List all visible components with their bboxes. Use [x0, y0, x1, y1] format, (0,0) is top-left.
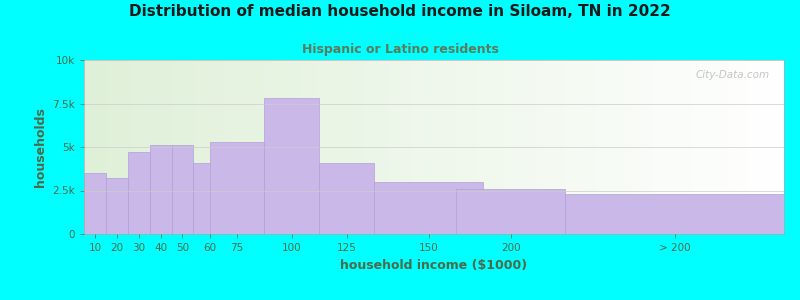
Text: City-Data.com: City-Data.com — [696, 70, 770, 80]
X-axis label: household income ($1000): household income ($1000) — [341, 259, 527, 272]
Bar — [319, 163, 374, 234]
Bar — [84, 173, 106, 234]
Bar — [128, 152, 150, 234]
Text: Hispanic or Latino residents: Hispanic or Latino residents — [302, 44, 498, 56]
Bar — [566, 194, 784, 234]
Bar — [456, 189, 566, 234]
Y-axis label: households: households — [34, 107, 46, 187]
Bar — [150, 145, 171, 234]
Bar — [265, 98, 319, 234]
Bar — [374, 182, 483, 234]
Bar — [210, 142, 265, 234]
Bar — [194, 163, 226, 234]
Text: Distribution of median household income in Siloam, TN in 2022: Distribution of median household income … — [129, 4, 671, 20]
Bar — [171, 145, 194, 234]
Bar — [106, 178, 128, 234]
